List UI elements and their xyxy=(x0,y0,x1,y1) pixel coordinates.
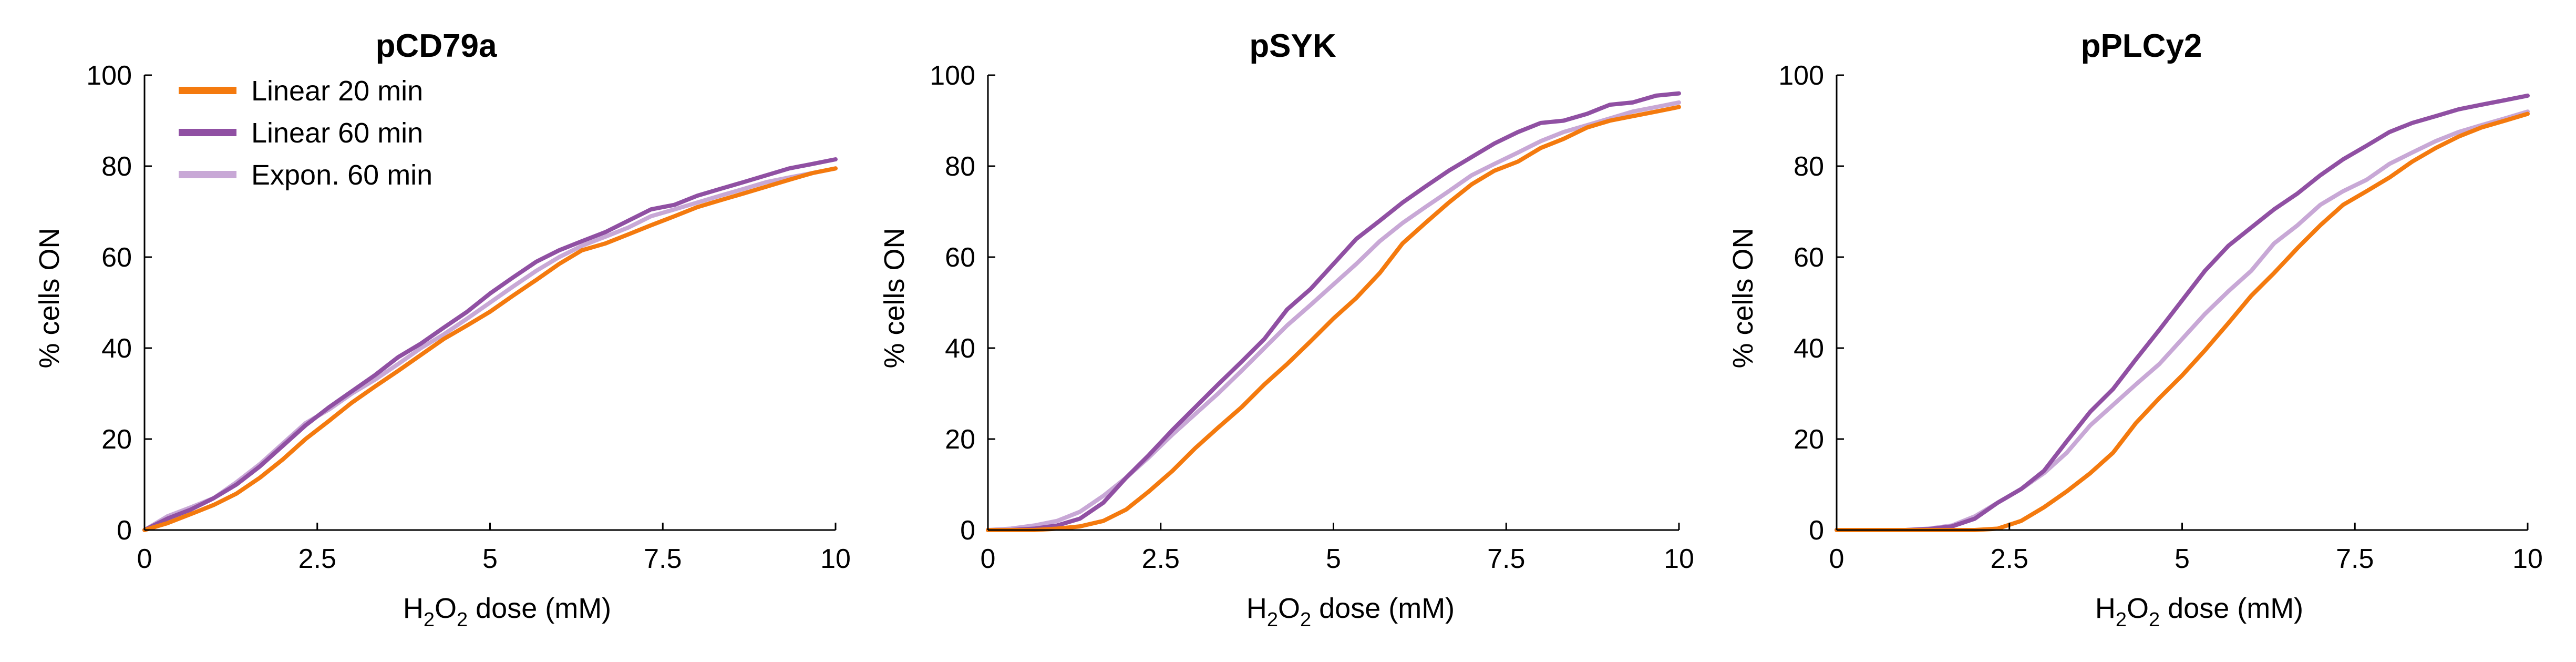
x-label-o: O xyxy=(2127,593,2149,624)
x-tick-label: 0 xyxy=(137,544,152,574)
y-axis: 0 20 40 60 80 100 xyxy=(86,60,152,546)
legend-label: Linear 20 min xyxy=(251,75,423,107)
x-tick-label: 5 xyxy=(2175,544,2190,574)
y-tick-label: 20 xyxy=(1794,424,1824,455)
y-tick-label: 40 xyxy=(945,333,975,364)
x-tick-label: 7.5 xyxy=(1487,544,1525,574)
x-label-h: H xyxy=(1246,593,1267,624)
y-tick-label: 20 xyxy=(101,424,132,455)
y-axis-label: % cells ON xyxy=(879,228,910,368)
legend-label: Expon. 60 min xyxy=(251,159,432,191)
x-axis: 0 2.5 5 7.5 10 xyxy=(981,523,1694,574)
x-axis: 0 2.5 5 7.5 10 xyxy=(137,523,851,574)
x-tick-label: 2.5 xyxy=(1142,544,1180,574)
x-tick-label: 7.5 xyxy=(2336,544,2374,574)
x-tick-label: 10 xyxy=(2512,544,2543,574)
x-tick-label: 10 xyxy=(820,544,851,574)
x-label-sub-2: 2 xyxy=(1300,609,1311,631)
y-tick-label: 100 xyxy=(86,60,132,91)
x-label-h: H xyxy=(2095,593,2116,624)
y-tick-label: 80 xyxy=(945,151,975,182)
series-line-1 xyxy=(1835,93,2530,532)
y-tick-label: 40 xyxy=(1794,333,1824,364)
x-tick-label: 5 xyxy=(1326,544,1341,574)
y-tick-label: 80 xyxy=(101,151,132,182)
x-tick-label: 5 xyxy=(482,544,498,574)
y-axis: 0 20 40 60 80 100 xyxy=(930,60,995,546)
x-label-sub-2: 2 xyxy=(457,609,468,631)
y-tick-label: 100 xyxy=(1778,60,1824,91)
x-label-suffix: dose (mM) xyxy=(2160,593,2303,624)
y-tick-label: 20 xyxy=(945,424,975,455)
y-tick-label: 100 xyxy=(930,60,975,91)
x-axis-label: H2O2 dose (mM) xyxy=(1246,593,1455,631)
y-axis: 0 20 40 60 80 100 xyxy=(1778,60,1844,546)
x-label-suffix: dose (mM) xyxy=(468,593,611,624)
y-tick-label: 40 xyxy=(101,333,132,364)
series-line-2 xyxy=(986,100,1681,532)
y-tick-label: 0 xyxy=(1809,515,1824,546)
y-axis-label: % cells ON xyxy=(1727,228,1759,368)
y-tick-label: 60 xyxy=(945,242,975,273)
plot-area xyxy=(986,91,1681,532)
series-line-1 xyxy=(142,157,838,532)
panel-pcd79a: pCD79a 0 20 40 60 80 100 0 2.5 5 7.5 10 % cells O… xyxy=(34,28,851,631)
x-label-o: O xyxy=(435,593,457,624)
x-label-o: O xyxy=(1278,593,1300,624)
y-tick-label: 80 xyxy=(1794,151,1824,182)
x-label-sub-1: 2 xyxy=(2116,609,2127,631)
panel-title: pCD79a xyxy=(376,28,497,64)
legend: Linear 20 min Linear 60 min Expon. 60 min xyxy=(179,75,432,191)
x-tick-label: 0 xyxy=(1829,544,1845,574)
panel-pplcy2: pPLCy2 0 20 40 60 80 100 0 2.5 5 7.5 10 % cells O… xyxy=(1727,28,2543,631)
x-tick-label: 2.5 xyxy=(298,544,336,574)
x-tick-label: 7.5 xyxy=(644,544,682,574)
plot-area xyxy=(142,157,838,532)
series-line-1 xyxy=(986,91,1681,532)
panel-title: pSYK xyxy=(1249,28,1336,64)
x-axis-label: H2O2 dose (mM) xyxy=(2095,593,2303,631)
series-line-2 xyxy=(1835,109,2530,532)
x-label-suffix: dose (mM) xyxy=(1311,593,1455,624)
x-label-sub-2: 2 xyxy=(2149,609,2160,631)
y-tick-label: 60 xyxy=(1794,242,1824,273)
x-tick-label: 0 xyxy=(981,544,996,574)
legend-label: Linear 60 min xyxy=(251,117,423,149)
x-label-h: H xyxy=(403,593,424,624)
plot-area xyxy=(1835,93,2530,532)
x-label-sub-1: 2 xyxy=(1267,609,1278,631)
series-line-0 xyxy=(142,166,838,532)
y-tick-label: 60 xyxy=(101,242,132,273)
x-tick-label: 10 xyxy=(1664,544,1694,574)
x-tick-label: 2.5 xyxy=(1991,544,2028,574)
x-axis-label: H2O2 dose (mM) xyxy=(403,593,611,631)
y-tick-label: 0 xyxy=(117,515,132,546)
series-line-0 xyxy=(1835,111,2530,532)
x-axis: 0 2.5 5 7.5 10 xyxy=(1829,523,2543,574)
y-axis-label: % cells ON xyxy=(34,228,65,368)
series-line-0 xyxy=(986,105,1681,532)
y-tick-label: 0 xyxy=(960,515,975,546)
x-label-sub-1: 2 xyxy=(424,609,435,631)
panel-title: pPLCy2 xyxy=(2081,28,2202,64)
